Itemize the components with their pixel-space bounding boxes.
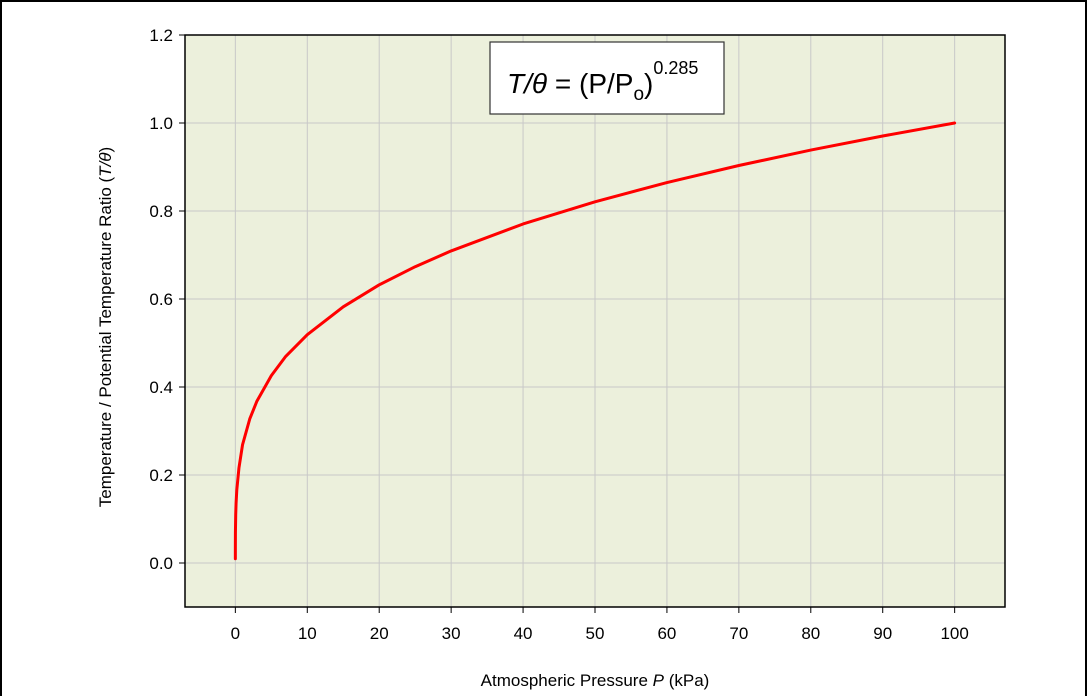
x-axis-title: Atmospheric Pressure P (kPa) (481, 671, 710, 690)
x-tick-label: 30 (442, 624, 461, 643)
formula-rhs: (P/P (579, 68, 633, 99)
formula-lhs: T/θ (507, 68, 547, 99)
formula-equals: = (547, 68, 579, 99)
x-tick-label: 80 (801, 624, 820, 643)
y-tick-labels: 0.0 0.2 0.4 0.6 0.8 1.0 1.2 (149, 26, 173, 573)
formula-annotation: T/θ = (P/Po)0.285 (489, 41, 725, 115)
series-line (233, 121, 957, 561)
y-axis-title: Temperature / Potential Temperature Rati… (96, 147, 115, 507)
formula-text: T/θ = (P/Po)0.285 (507, 58, 698, 105)
formula-close: ) (644, 68, 653, 99)
formula-box (489, 41, 725, 115)
y-tick-label: 1.2 (149, 26, 173, 45)
formula-exponent: 0.285 (653, 58, 698, 78)
axis-ticks (179, 34, 956, 613)
x-tick-label: 60 (657, 624, 676, 643)
y-tick-label: 0.0 (149, 554, 173, 573)
x-tick-label: 100 (940, 624, 968, 643)
x-tick-label: 40 (514, 624, 533, 643)
y-tick-label: 0.8 (149, 202, 173, 221)
y-tick-label: 0.6 (149, 290, 173, 309)
y-tick-label: 0.4 (149, 378, 173, 397)
y-tick-label: 1.0 (149, 114, 173, 133)
formula-subscript: o (633, 84, 644, 105)
x-tick-label: 0 (231, 624, 240, 643)
x-tick-label: 50 (586, 624, 605, 643)
gridlines (185, 34, 1005, 607)
x-tick-label: 70 (729, 624, 748, 643)
x-tick-label: 10 (298, 624, 317, 643)
y-tick-label: 0.2 (149, 466, 173, 485)
x-tick-labels: 0 10 20 30 40 50 60 70 80 90 100 (231, 624, 969, 643)
x-tick-label: 20 (370, 624, 389, 643)
x-tick-label: 90 (873, 624, 892, 643)
